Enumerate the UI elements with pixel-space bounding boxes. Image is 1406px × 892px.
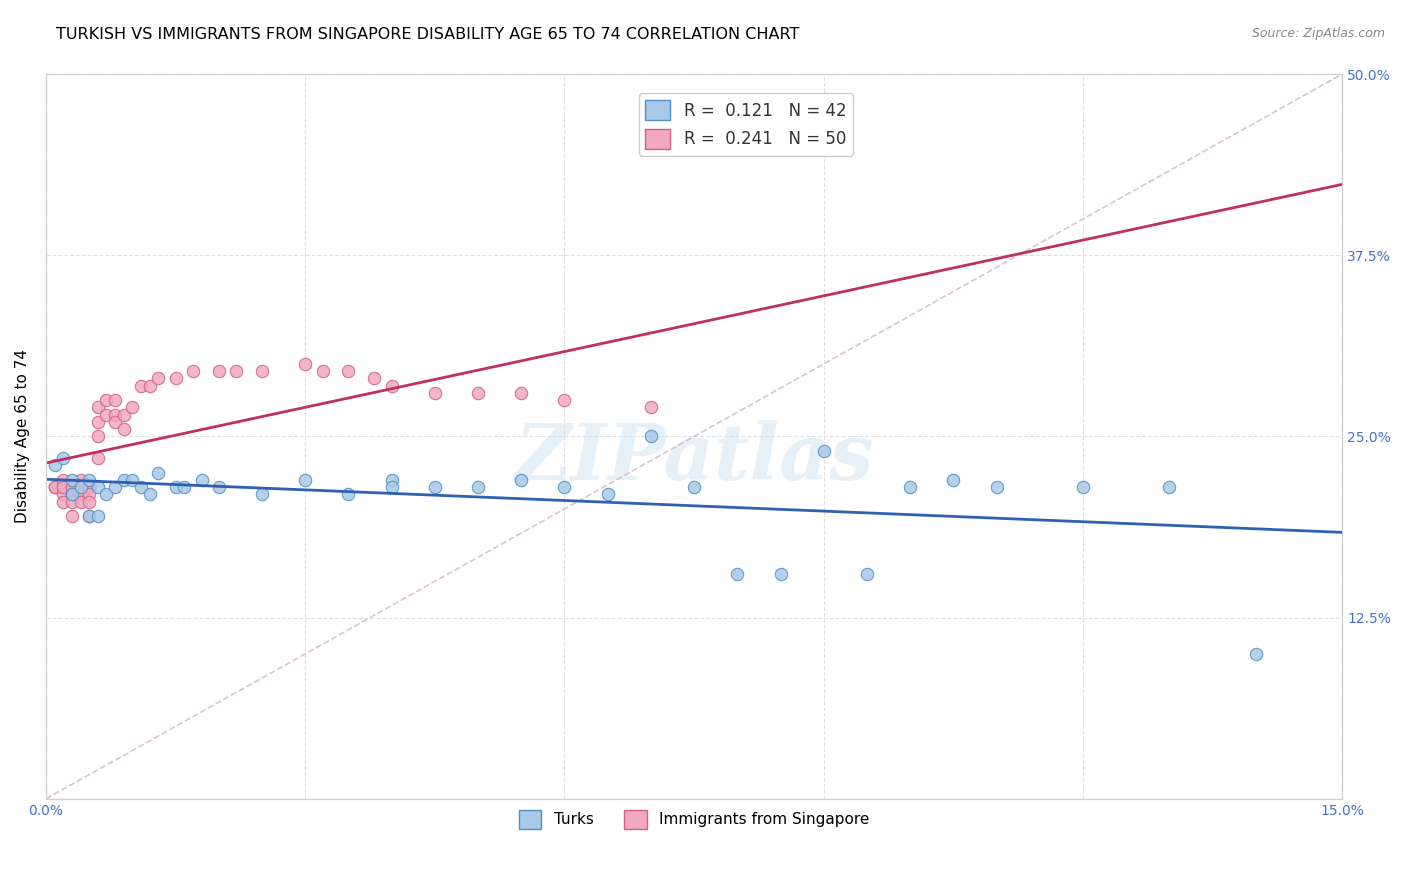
Point [44, 480, 66, 494]
Legend: Turks, Immigrants from Singapore: Turks, Immigrants from Singapore [512, 804, 876, 835]
Point [640, 401, 662, 415]
Point [104, 408, 127, 422]
Point [510, 473, 533, 487]
Point [148, 466, 170, 480]
Point [294, 473, 316, 487]
Point [60, 487, 83, 501]
Point [87, 509, 110, 524]
Point [87, 415, 110, 429]
Point [683, 480, 706, 494]
Point [52, 473, 75, 487]
Point [553, 393, 575, 408]
Point [104, 415, 127, 429]
Point [173, 480, 195, 494]
Point [112, 408, 135, 422]
Point [44, 480, 66, 494]
Point [44, 480, 66, 494]
Point [87, 451, 110, 466]
Point [44, 458, 66, 473]
Point [77, 509, 100, 524]
Point [181, 364, 204, 378]
Point [77, 487, 100, 501]
Point [165, 371, 187, 385]
Point [311, 364, 333, 378]
Point [337, 487, 360, 501]
Point [129, 480, 152, 494]
Point [1244, 647, 1267, 661]
Point [208, 364, 231, 378]
Point [225, 364, 247, 378]
Point [87, 429, 110, 443]
Point [138, 487, 160, 501]
Point [208, 480, 231, 494]
Point [190, 473, 212, 487]
Point [112, 422, 135, 436]
Text: TURKISH VS IMMIGRANTS FROM SINGAPORE DISABILITY AGE 65 TO 74 CORRELATION CHART: TURKISH VS IMMIGRANTS FROM SINGAPORE DIS… [56, 27, 800, 42]
Point [69, 487, 91, 501]
Point [121, 473, 143, 487]
Point [104, 480, 127, 494]
Point [898, 480, 921, 494]
Point [510, 386, 533, 401]
Point [69, 473, 91, 487]
Point [467, 386, 489, 401]
Point [423, 386, 446, 401]
Point [363, 371, 385, 385]
Point [87, 401, 110, 415]
Point [96, 393, 118, 408]
Point [250, 487, 273, 501]
Point [96, 487, 118, 501]
Point [165, 480, 187, 494]
Point [942, 473, 965, 487]
Point [640, 429, 662, 443]
Point [337, 364, 360, 378]
Point [381, 480, 404, 494]
Point [250, 364, 273, 378]
Point [112, 473, 135, 487]
Point [77, 473, 100, 487]
Point [423, 480, 446, 494]
Point [52, 487, 75, 501]
Point [96, 408, 118, 422]
Point [467, 480, 489, 494]
Point [60, 494, 83, 508]
Point [813, 444, 835, 458]
Point [596, 487, 619, 501]
Point [69, 494, 91, 508]
Point [986, 480, 1008, 494]
Point [60, 509, 83, 524]
Point [1071, 480, 1094, 494]
Point [60, 487, 83, 501]
Point [121, 401, 143, 415]
Point [52, 480, 75, 494]
Text: ZIPatlas: ZIPatlas [515, 420, 873, 497]
Point [77, 509, 100, 524]
Y-axis label: Disability Age 65 to 74: Disability Age 65 to 74 [15, 350, 30, 524]
Point [381, 473, 404, 487]
Point [69, 480, 91, 494]
Point [138, 378, 160, 392]
Point [77, 480, 100, 494]
Point [294, 357, 316, 371]
Point [769, 567, 792, 582]
Point [52, 494, 75, 508]
Point [725, 567, 748, 582]
Text: Source: ZipAtlas.com: Source: ZipAtlas.com [1251, 27, 1385, 40]
Point [52, 480, 75, 494]
Point [381, 378, 404, 392]
Point [52, 451, 75, 466]
Point [129, 378, 152, 392]
Point [104, 393, 127, 408]
Point [856, 567, 879, 582]
Point [87, 480, 110, 494]
Point [60, 473, 83, 487]
Point [60, 480, 83, 494]
Point [553, 480, 575, 494]
Point [148, 371, 170, 385]
Point [1159, 480, 1181, 494]
Point [60, 487, 83, 501]
Point [77, 494, 100, 508]
